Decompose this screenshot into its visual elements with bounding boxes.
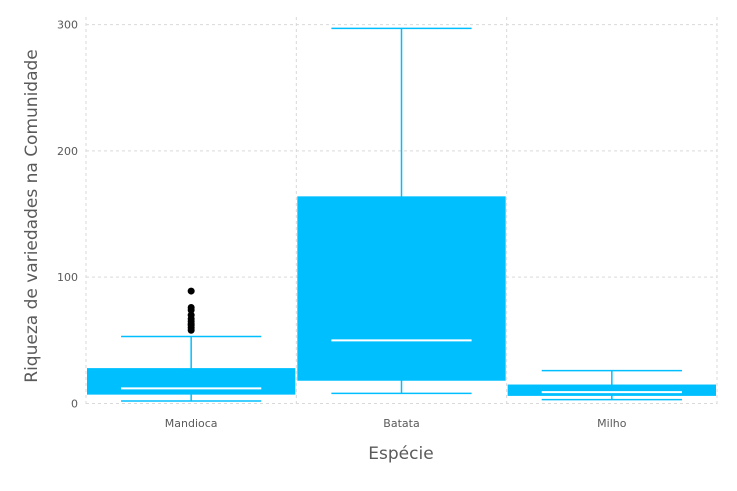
box-milho	[507, 369, 716, 401]
x-axis-title: Espécie	[368, 444, 433, 464]
box-batata	[297, 27, 506, 395]
tick-labels: 0 100 200 300 Mandioca Batata Milho	[57, 19, 627, 430]
y-axis-title: Riqueza de variedades na Comunidade	[22, 49, 42, 382]
y-tick-label: 100	[57, 271, 78, 284]
y-tick-label: 200	[57, 145, 78, 158]
outlier-point	[187, 303, 195, 311]
outlier-point	[187, 311, 195, 319]
x-tick-label: Mandioca	[165, 417, 218, 430]
grid-lines	[85, 17, 718, 406]
y-tick-label: 0	[71, 397, 78, 410]
box-iqr	[87, 368, 296, 395]
outlier-point	[187, 287, 195, 295]
x-tick-label: Batata	[383, 417, 419, 430]
box-iqr	[297, 196, 506, 381]
box-iqr	[507, 384, 716, 396]
x-tick-label: Milho	[597, 417, 627, 430]
boxes	[87, 27, 716, 402]
y-tick-label: 300	[57, 19, 78, 32]
box-mandioca	[87, 287, 296, 402]
